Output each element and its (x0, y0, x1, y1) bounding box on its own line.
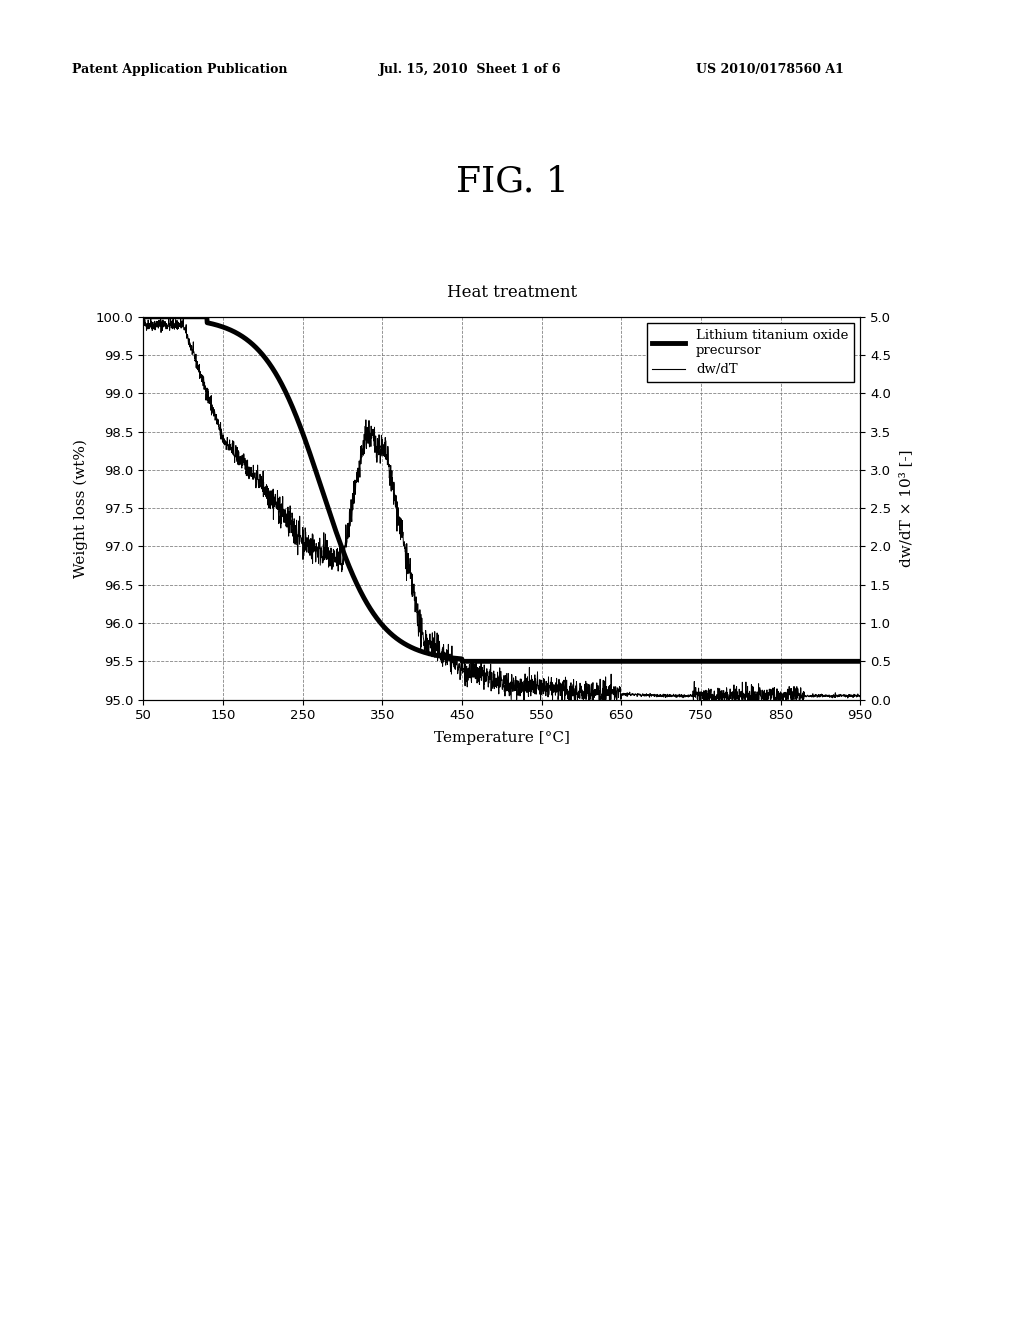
Y-axis label: dw/dT × 10³ [-]: dw/dT × 10³ [-] (899, 449, 913, 568)
Text: Heat treatment: Heat treatment (446, 284, 578, 301)
Text: US 2010/0178560 A1: US 2010/0178560 A1 (696, 62, 844, 75)
Text: Jul. 15, 2010  Sheet 1 of 6: Jul. 15, 2010 Sheet 1 of 6 (379, 62, 561, 75)
X-axis label: Temperature [°C]: Temperature [°C] (434, 731, 569, 744)
Text: Patent Application Publication: Patent Application Publication (72, 62, 287, 75)
Y-axis label: Weight loss (wt%): Weight loss (wt%) (73, 438, 88, 578)
Text: FIG. 1: FIG. 1 (456, 165, 568, 198)
Legend: Lithium titanium oxide
precursor, dw/dT: Lithium titanium oxide precursor, dw/dT (647, 323, 854, 381)
